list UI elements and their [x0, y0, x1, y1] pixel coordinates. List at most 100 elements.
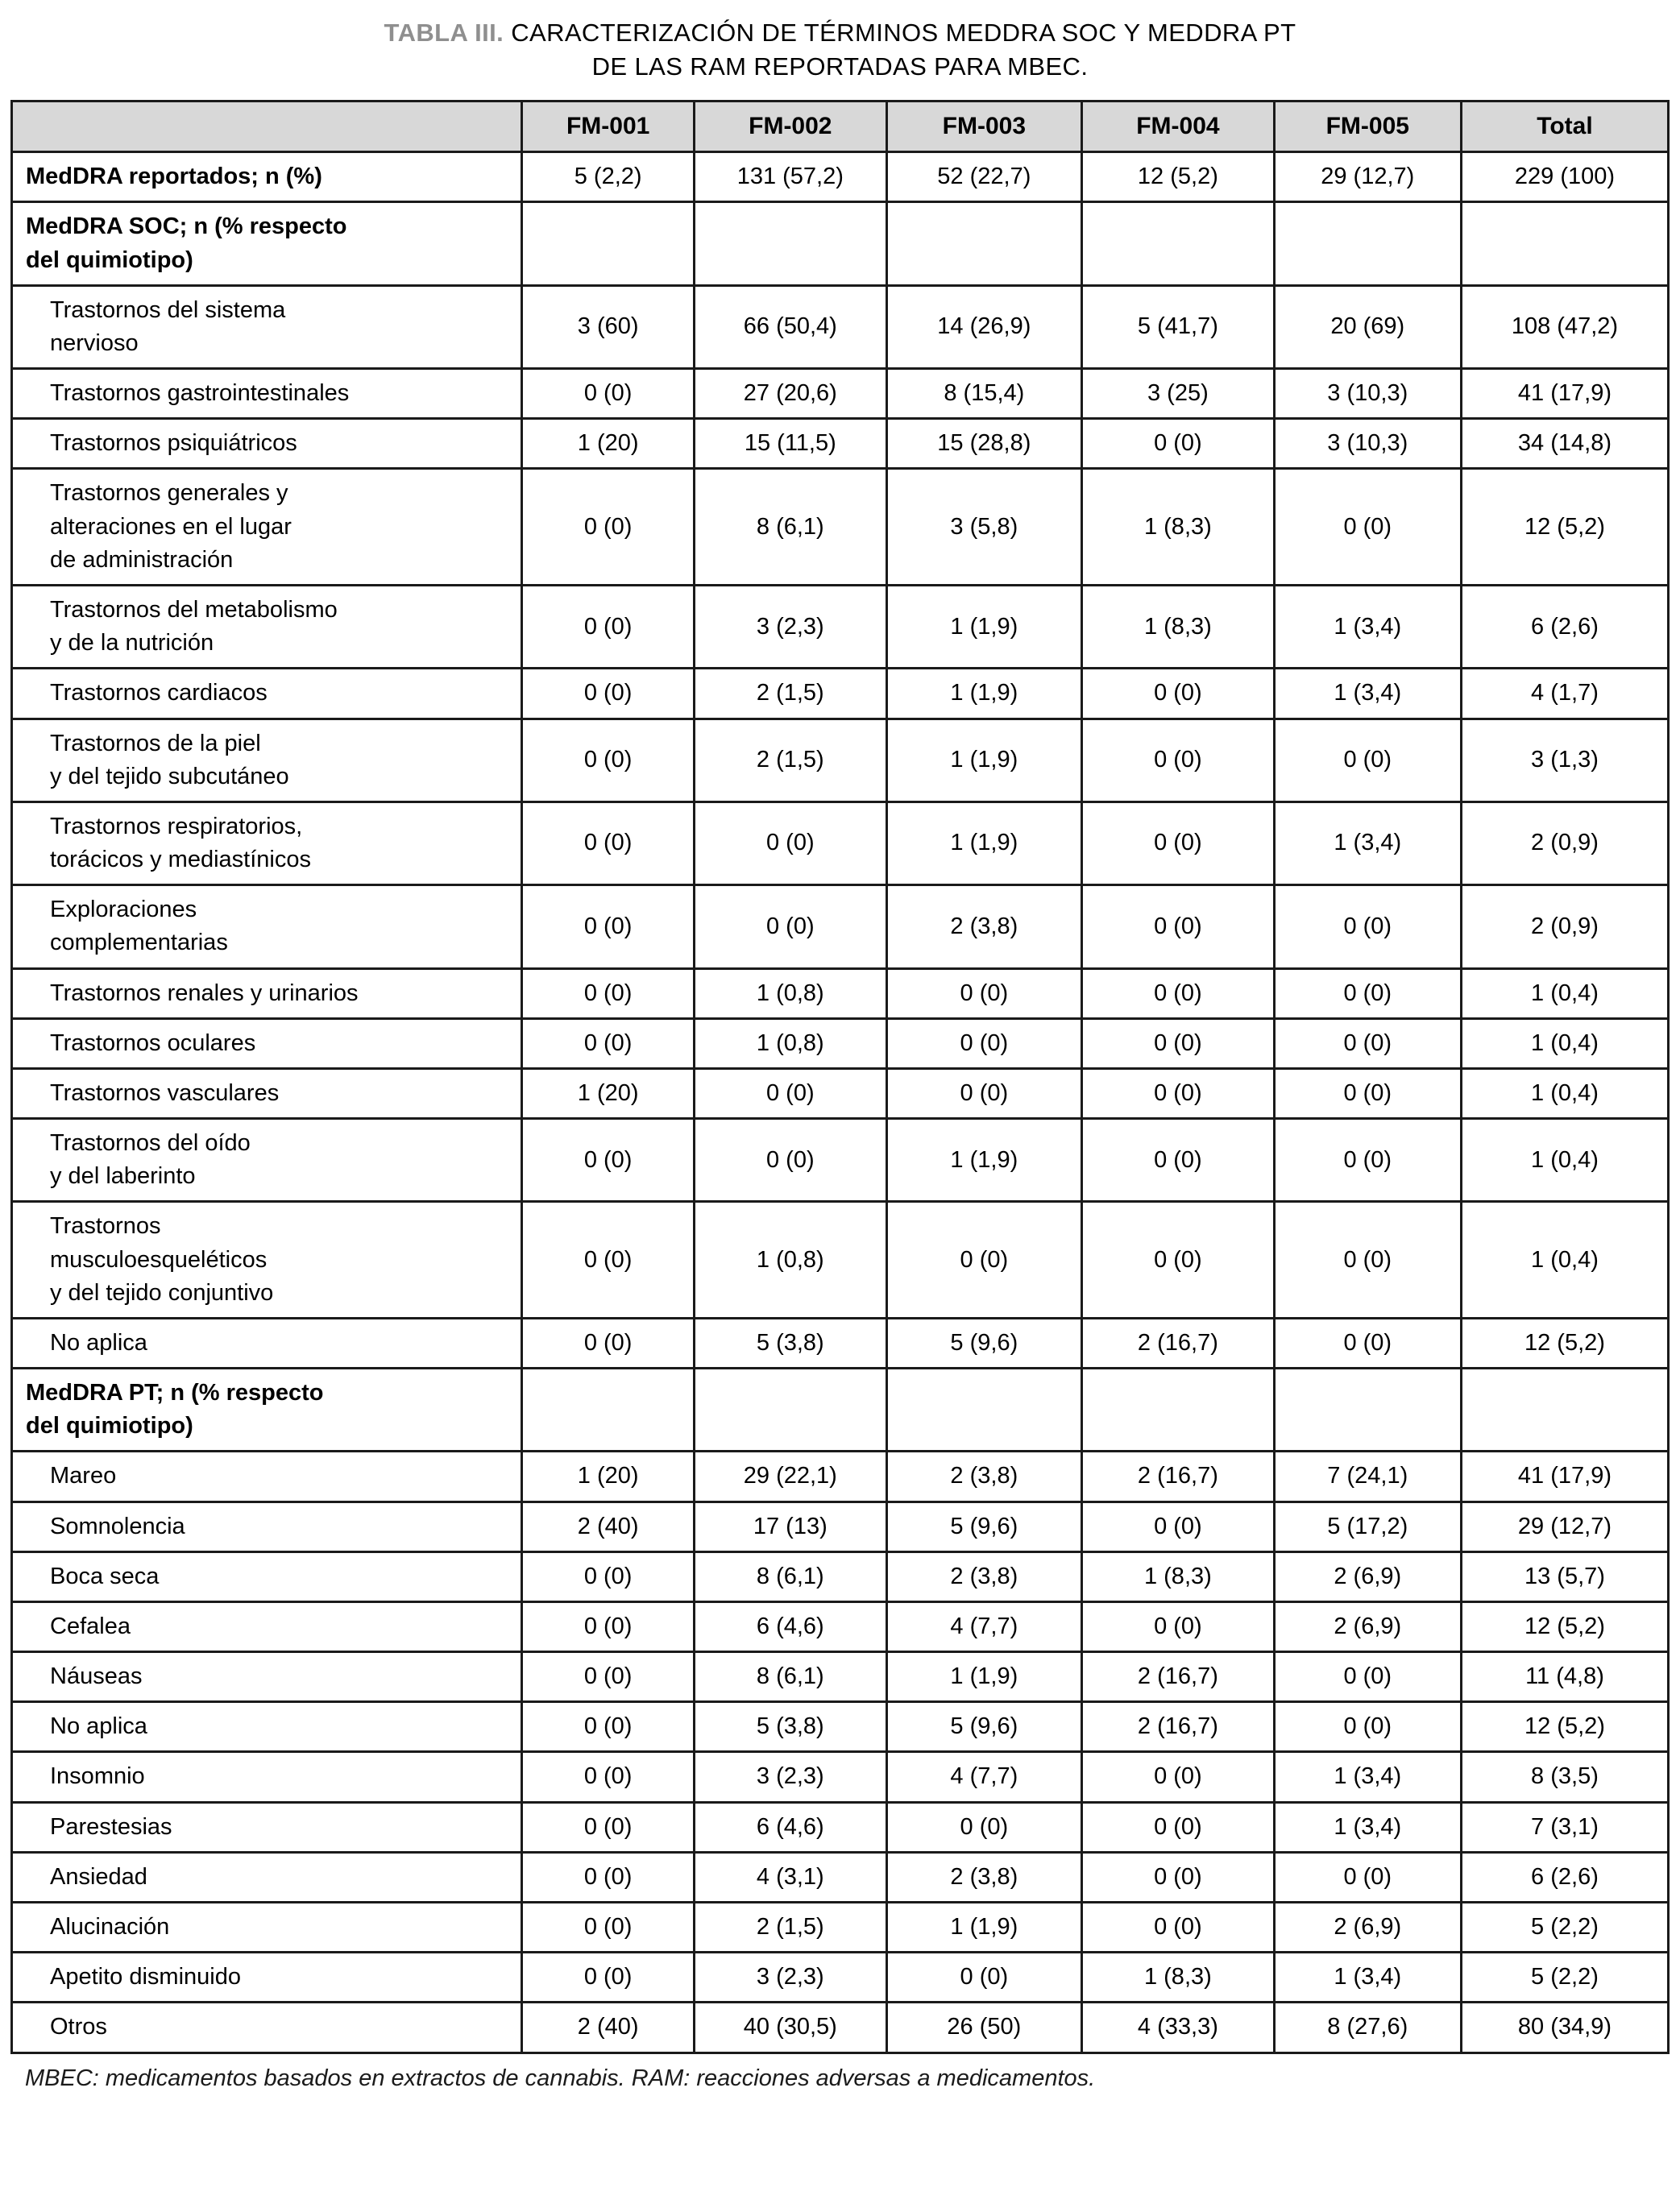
cell-value: 29 (12,7)	[1459, 1500, 1670, 1553]
row-label: Trastornos de la piel y del tejido subcu…	[10, 717, 524, 803]
cell-value: 0 (0)	[521, 1200, 696, 1319]
cell-value: 8 (6,1)	[693, 1550, 888, 1603]
cell-value: 3 (5,8)	[885, 467, 1084, 586]
cell-value	[1272, 201, 1462, 287]
row-label: MedDRA reportados; n (%)	[10, 151, 524, 204]
cell-value	[885, 201, 1084, 287]
cell-value: 0 (0)	[1272, 1700, 1462, 1754]
cell-value: 40 (30,5)	[693, 2001, 888, 2054]
cell-value: 29 (12,7)	[1272, 151, 1462, 204]
cell-value	[521, 201, 696, 287]
cell-value: 0 (0)	[1272, 1117, 1462, 1203]
cell-value: 0 (0)	[521, 800, 696, 887]
table-title: TABLA III. CARACTERIZACIÓN DE TÉRMINOS M…	[10, 16, 1670, 84]
cell-value: 1 (3,4)	[1272, 1951, 1462, 2004]
row-label: Trastornos respiratorios, torácicos y me…	[10, 800, 524, 887]
cell-value: 2 (6,9)	[1272, 1600, 1462, 1654]
cell-value: 8 (6,1)	[693, 1651, 888, 1704]
cell-value: 2 (40)	[521, 1500, 696, 1553]
table-row: Trastornos del metabolismo y de la nutri…	[10, 583, 1670, 670]
cell-value	[1459, 1367, 1670, 1453]
table-row: Insomnio 0 (0) 3 (2,3) 4 (7,7) 0 (0) 1 (3,4) 8…	[10, 1750, 1670, 1804]
cell-value: 1 (3,4)	[1272, 800, 1462, 887]
row-label: Trastornos gastrointestinales	[10, 367, 524, 420]
table-row: Exploraciones complementarias 0 (0) 0 (0) 2…	[10, 884, 1670, 970]
cell-value: 0 (0)	[1272, 967, 1462, 1020]
title-text: CARACTERIZACIÓN DE TÉRMINOS MEDDRA SOC Y…	[511, 19, 1296, 47]
cell-value: 12 (5,2)	[1081, 151, 1276, 204]
cell-value: 5 (17,2)	[1272, 1500, 1462, 1553]
cell-value: 1 (0,8)	[693, 967, 888, 1020]
cell-value: 0 (0)	[1081, 1500, 1276, 1553]
column-header-fm002: FM-002	[693, 99, 888, 154]
table-row: Trastornos generales y alteraciones en e…	[10, 467, 1670, 586]
row-label: Ansiedad	[10, 1850, 524, 1903]
cell-value: 229 (100)	[1459, 151, 1670, 204]
cell-value: 80 (34,9)	[1459, 2001, 1670, 2054]
row-label: No aplica	[10, 1316, 524, 1370]
cell-value: 5 (2,2)	[1459, 1951, 1670, 2004]
cell-value: 1 (3,4)	[1272, 667, 1462, 720]
cell-value: 1 (1,9)	[885, 717, 1084, 803]
cell-value: 0 (0)	[1081, 717, 1276, 803]
cell-value: 1 (1,9)	[885, 1117, 1084, 1203]
cell-value: 2 (16,7)	[1081, 1651, 1276, 1704]
cell-value: 1 (20)	[521, 1450, 696, 1503]
row-label: Trastornos oculares	[10, 1017, 524, 1070]
cell-value: 0 (0)	[521, 1117, 696, 1203]
table-row: Trastornos de la piel y del tejido subcu…	[10, 717, 1670, 803]
cell-value: 0 (0)	[521, 717, 696, 803]
cell-value: 0 (0)	[885, 1951, 1084, 2004]
cell-value: 0 (0)	[521, 1600, 696, 1654]
cell-value: 66 (50,4)	[693, 284, 888, 371]
cell-value: 0 (0)	[521, 1750, 696, 1804]
cell-value: 20 (69)	[1272, 284, 1462, 371]
cell-value: 0 (0)	[1272, 1200, 1462, 1319]
row-label: Náuseas	[10, 1651, 524, 1704]
row-label: Trastornos del oído y del laberinto	[10, 1117, 524, 1203]
table-number-label: TABLA III.	[384, 19, 504, 47]
table-row: MedDRA reportados; n (%) 5 (2,2) 131 (57,2…	[10, 151, 1670, 204]
table-row: Náuseas 0 (0) 8 (6,1) 1 (1,9) 2 (16,7) 0 (0) 1…	[10, 1651, 1670, 1704]
cell-value: 0 (0)	[693, 884, 888, 970]
cell-value: 5 (41,7)	[1081, 284, 1276, 371]
table-row: Trastornos oculares 0 (0) 1 (0,8) 0 (0) 0 (0…	[10, 1017, 1670, 1070]
table-row: Trastornos respiratorios, torácicos y me…	[10, 800, 1670, 887]
cell-value: 5 (2,2)	[1459, 1900, 1670, 1954]
cell-value: 0 (0)	[521, 667, 696, 720]
cell-value: 0 (0)	[885, 1067, 1084, 1120]
cell-value: 12 (5,2)	[1459, 1700, 1670, 1754]
cell-value: 1 (1,9)	[885, 667, 1084, 720]
table-row: Cefalea 0 (0) 6 (4,6) 4 (7,7) 0 (0) 2 (6,9) 12…	[10, 1600, 1670, 1654]
cell-value: 1 (1,9)	[885, 800, 1084, 887]
cell-value: 3 (25)	[1081, 367, 1276, 420]
cell-value: 0 (0)	[1272, 467, 1462, 586]
cell-value: 1 (1,9)	[885, 1900, 1084, 1954]
cell-value: 0 (0)	[1081, 800, 1276, 887]
meddra-table: FM-001 FM-002 FM-003 FM-004 FM-005 Total…	[10, 99, 1670, 2054]
cell-value: 0 (0)	[1081, 1800, 1276, 1854]
table-row: MedDRA SOC; n (% respecto del quimiotipo…	[10, 201, 1670, 287]
cell-value: 4 (7,7)	[885, 1750, 1084, 1804]
cell-value: 1 (0,4)	[1459, 1117, 1670, 1203]
cell-value: 26 (50)	[885, 2001, 1084, 2054]
cell-value: 0 (0)	[1081, 1200, 1276, 1319]
cell-value	[1272, 1367, 1462, 1453]
cell-value: 6 (2,6)	[1459, 1850, 1670, 1903]
row-label: Trastornos generales y alteraciones en e…	[10, 467, 524, 586]
cell-value: 0 (0)	[1081, 1750, 1276, 1804]
row-label: MedDRA PT; n (% respecto del quimiotipo)	[10, 1367, 524, 1453]
cell-value: 1 (1,9)	[885, 583, 1084, 670]
cell-value: 8 (3,5)	[1459, 1750, 1670, 1804]
cell-value: 12 (5,2)	[1459, 1316, 1670, 1370]
cell-value: 5 (3,8)	[693, 1700, 888, 1754]
column-header-fm001: FM-001	[521, 99, 696, 154]
table-row: Alucinación 0 (0) 2 (1,5) 1 (1,9) 0 (0) 2 (6,…	[10, 1900, 1670, 1954]
cell-value: 1 (0,4)	[1459, 967, 1670, 1020]
cell-value: 2 (6,9)	[1272, 1550, 1462, 1603]
cell-value: 0 (0)	[1081, 1600, 1276, 1654]
row-label: MedDRA SOC; n (% respecto del quimiotipo…	[10, 201, 524, 287]
cell-value: 8 (15,4)	[885, 367, 1084, 420]
cell-value: 0 (0)	[521, 1850, 696, 1903]
cell-value: 3 (2,3)	[693, 1951, 888, 2004]
